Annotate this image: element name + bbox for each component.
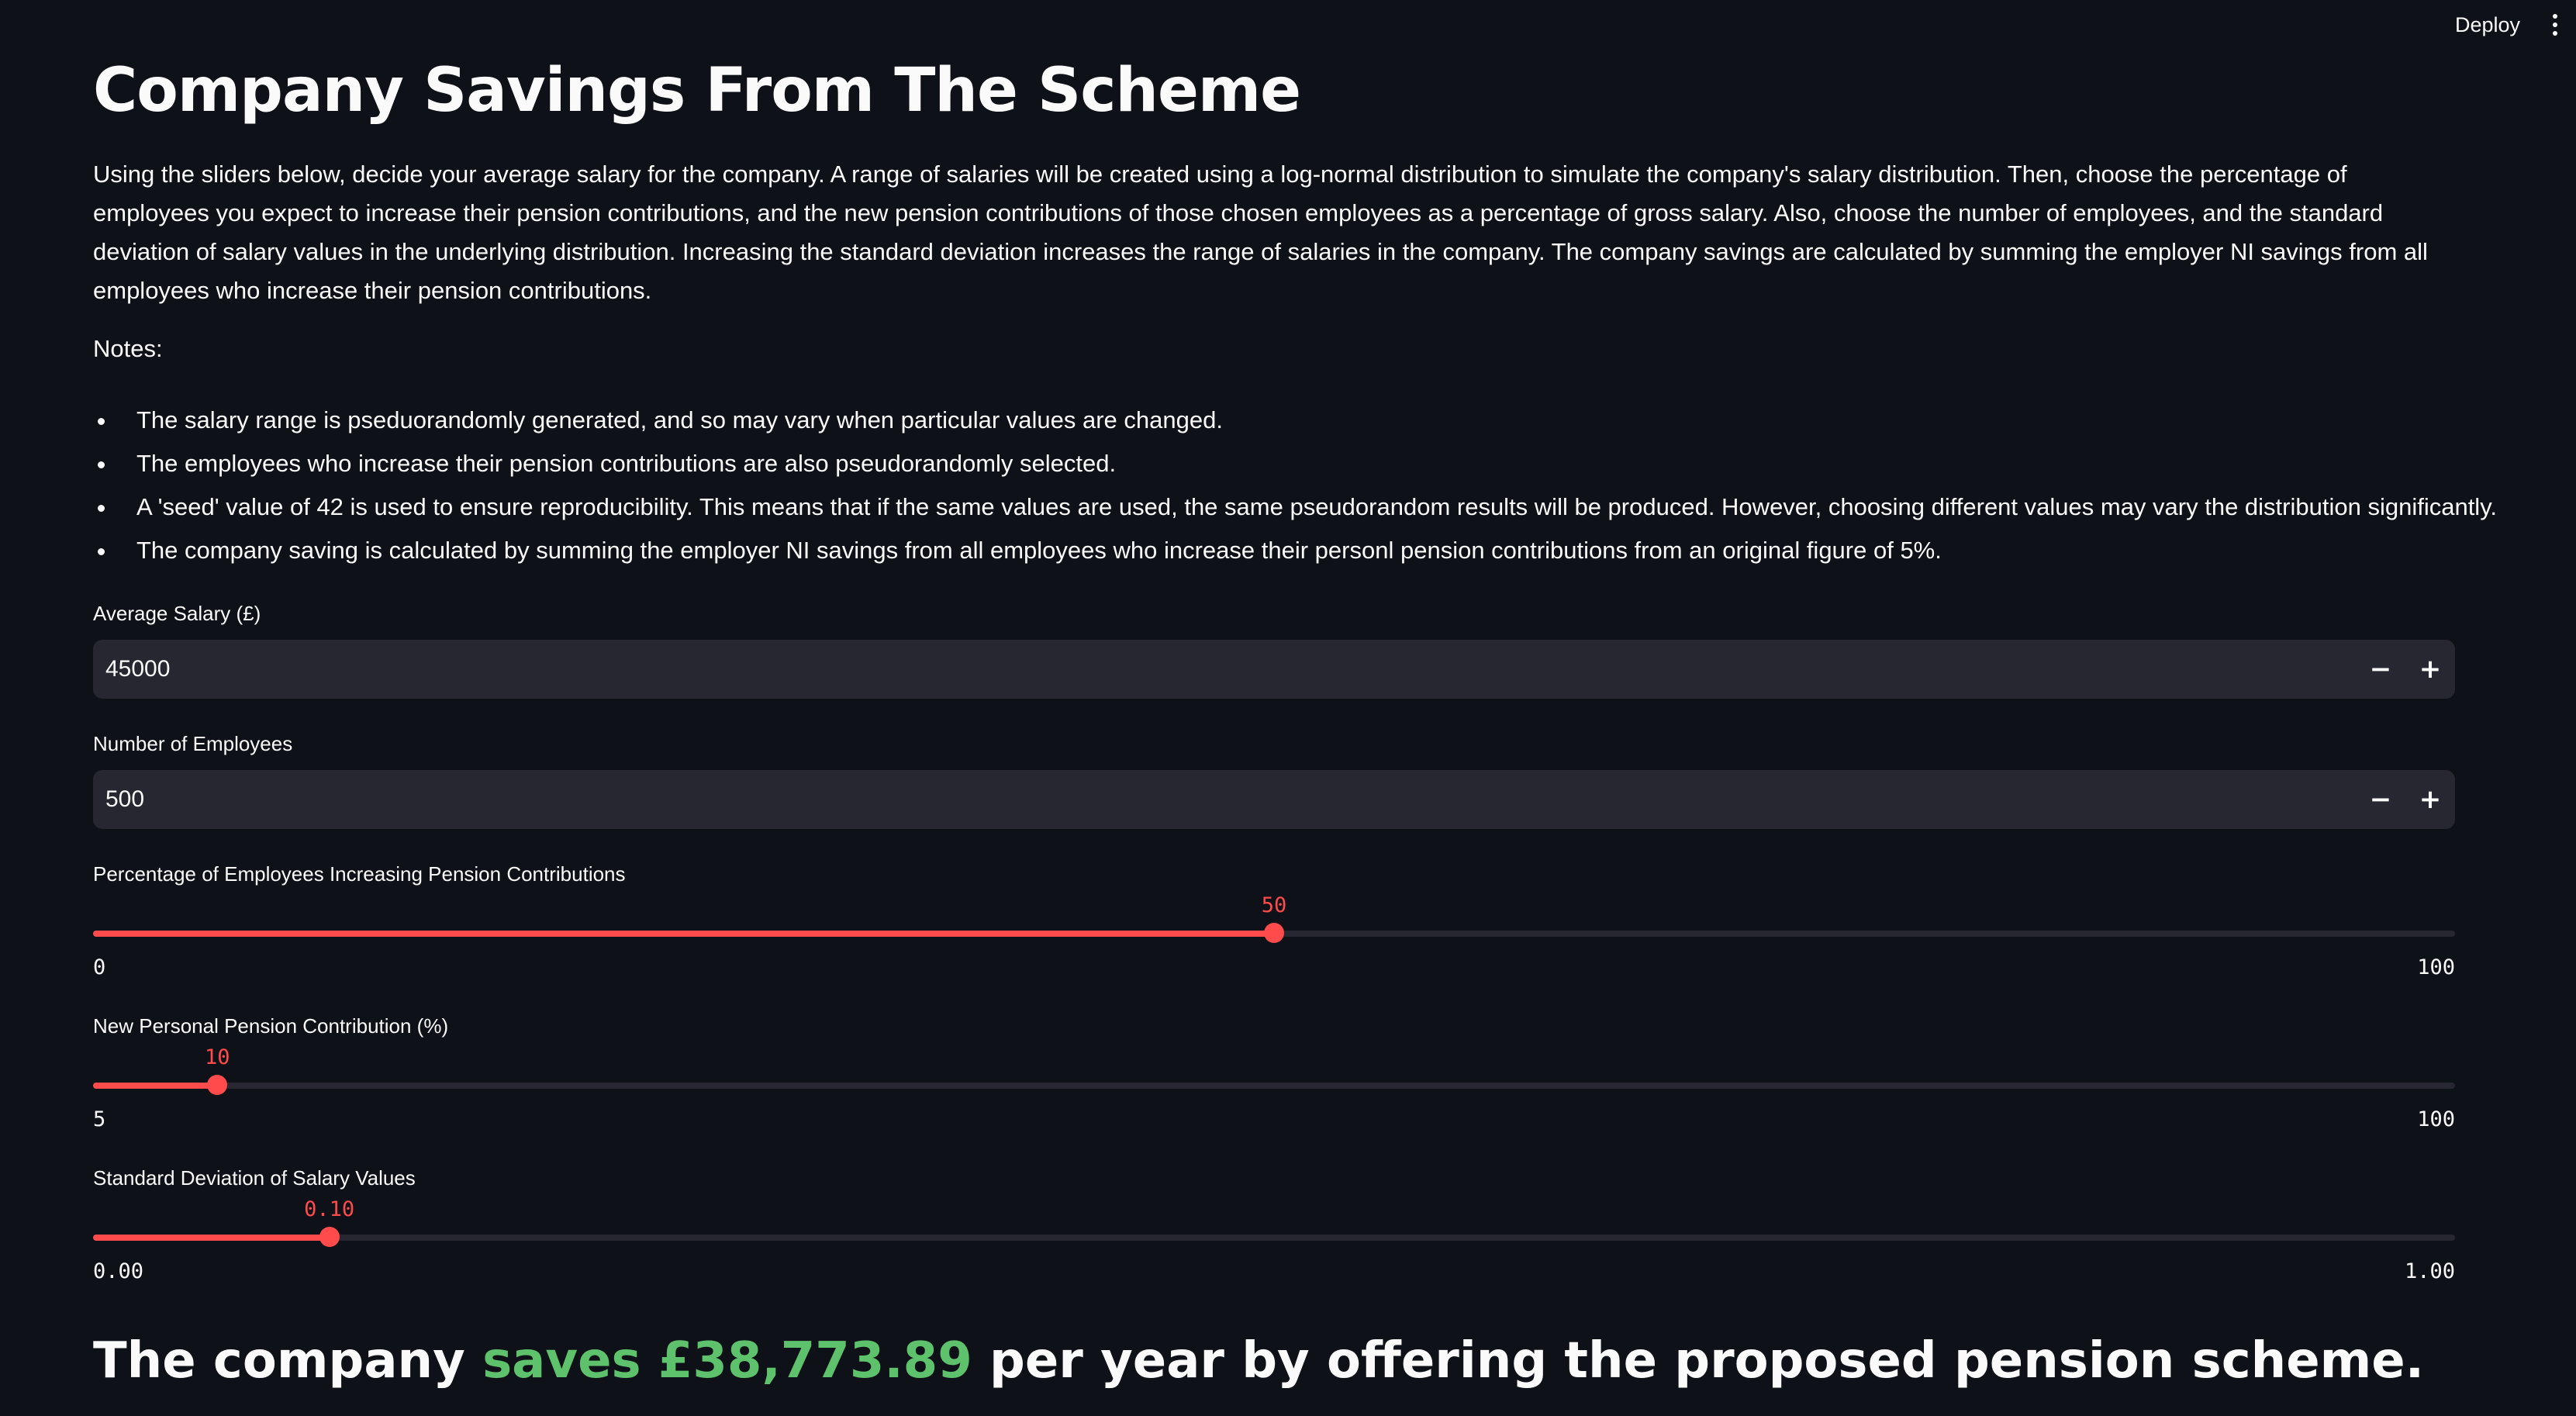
- num-employees-increment-button[interactable]: +: [2419, 784, 2442, 815]
- page-title: Company Savings From The Scheme: [93, 56, 1301, 126]
- average-salary-increment-button[interactable]: +: [2419, 654, 2442, 685]
- note-item: The company saving is calculated by summ…: [93, 529, 2497, 572]
- slider-max-label: 100: [2417, 1107, 2455, 1131]
- pct-employees-label: Percentage of Employees Increasing Pensi…: [93, 862, 626, 886]
- note-item: The salary range is pseduorandomly gener…: [93, 399, 2497, 442]
- savings-amount: saves £38,773.89: [482, 1332, 972, 1390]
- num-employees-field: − +: [93, 769, 2455, 830]
- personal-contribution-label: New Personal Pension Contribution (%): [93, 1014, 449, 1038]
- slider-track[interactable]: [93, 1235, 2455, 1241]
- deploy-button[interactable]: Deploy: [2441, 7, 2534, 43]
- average-salary-decrement-button[interactable]: −: [2369, 654, 2392, 685]
- slider-min-label: 0: [93, 955, 106, 979]
- slider-value: 10: [205, 1045, 230, 1069]
- slider-thumb[interactable]: [1264, 923, 1284, 943]
- num-employees-label: Number of Employees: [93, 732, 293, 755]
- average-salary-input[interactable]: [93, 639, 2356, 699]
- std-dev-label: Standard Deviation of Salary Values: [93, 1166, 416, 1190]
- personal-contribution-slider[interactable]: 10 5 100: [93, 1045, 2455, 1138]
- notes-list: The salary range is pseduorandomly gener…: [93, 399, 2497, 572]
- result-prefix: The company: [93, 1332, 465, 1390]
- slider-max-label: 1.00: [2404, 1259, 2455, 1283]
- num-employees-decrement-button[interactable]: −: [2369, 784, 2392, 815]
- slider-thumb[interactable]: [319, 1227, 340, 1247]
- savings-result: The company saves £38,773.89 per year by…: [93, 1332, 2424, 1390]
- slider-min-label: 0.00: [93, 1259, 144, 1283]
- slider-max-label: 100: [2417, 955, 2455, 979]
- pct-employees-slider[interactable]: 50 0 100: [93, 893, 2455, 986]
- top-toolbar: Deploy: [2441, 0, 2576, 50]
- slider-track[interactable]: [93, 1083, 2455, 1089]
- slider-thumb[interactable]: [207, 1075, 228, 1095]
- average-salary-label: Average Salary (£): [93, 602, 261, 625]
- note-item: The employees who increase their pension…: [93, 442, 2497, 485]
- average-salary-field: − +: [93, 639, 2455, 699]
- slider-value: 50: [1261, 893, 1287, 917]
- slider-min-label: 5: [93, 1107, 106, 1131]
- num-employees-input[interactable]: [93, 769, 2356, 830]
- kebab-menu-icon[interactable]: [2550, 9, 2560, 40]
- note-item: A 'seed' value of 42 is used to ensure r…: [93, 485, 2497, 529]
- slider-value: 0.10: [304, 1197, 355, 1221]
- slider-fill: [93, 931, 1274, 937]
- result-suffix: per year by offering the proposed pensio…: [989, 1332, 2424, 1390]
- intro-paragraph: Using the sliders below, decide your ave…: [93, 161, 2428, 304]
- slider-fill: [93, 1083, 218, 1089]
- slider-fill: [93, 1235, 330, 1241]
- notes-heading: Notes:: [93, 335, 163, 362]
- std-dev-slider[interactable]: 0.10 0.00 1.00: [93, 1197, 2455, 1290]
